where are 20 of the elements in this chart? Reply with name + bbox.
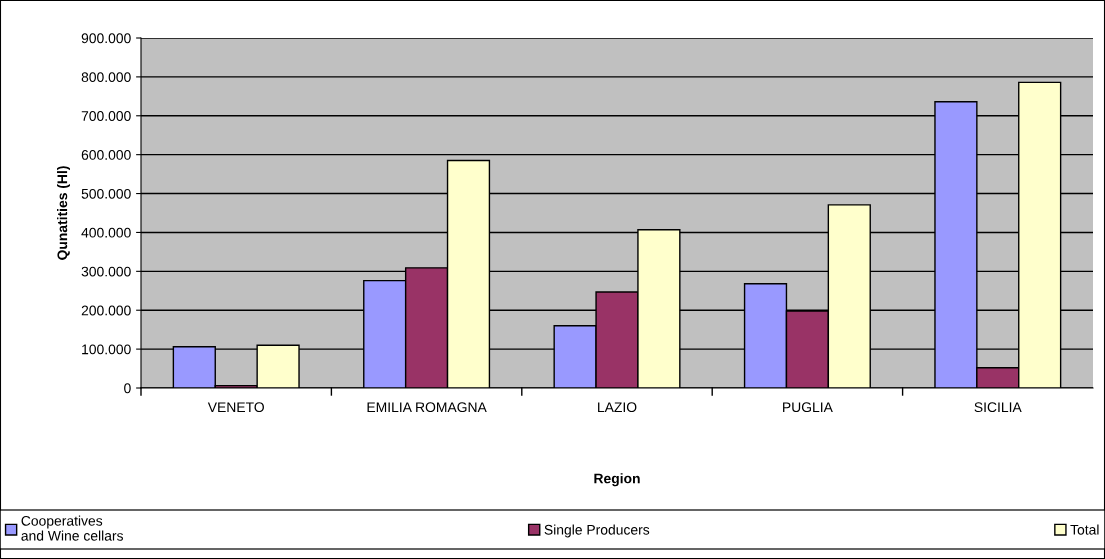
x-tick-label: EMILIA ROMAGNA: [367, 402, 487, 413]
x-tick-label: PUGLIA: [783, 402, 833, 413]
legend-label: Cooperatives and Wine cellars: [21, 515, 123, 541]
y-tick-label: 800.000: [81, 72, 131, 83]
x-axis-title: Region: [594, 473, 640, 487]
y-axis-title: Qunatities (Hl): [57, 166, 70, 260]
y-tick-label: 100.000: [82, 344, 131, 355]
y-tick-label: 200.000: [81, 305, 131, 316]
x-tick-label: LAZIO: [598, 402, 637, 413]
y-tick-label: 700.000: [81, 111, 131, 121]
y-tick-label: 0: [124, 383, 131, 394]
y-tick-label: 900.000: [81, 33, 131, 44]
legend-label: Total: [1070, 524, 1099, 535]
x-tick-label: SICILIA: [974, 402, 1022, 413]
y-tick-label: 500.000: [81, 188, 131, 199]
legend-label: Single Producers: [544, 524, 650, 538]
y-tick-label: 400.000: [81, 227, 131, 238]
y-tick-label: 600.000: [81, 150, 131, 160]
y-tick-label: 300.000: [81, 266, 131, 277]
x-tick-label: VENETO: [207, 402, 264, 413]
